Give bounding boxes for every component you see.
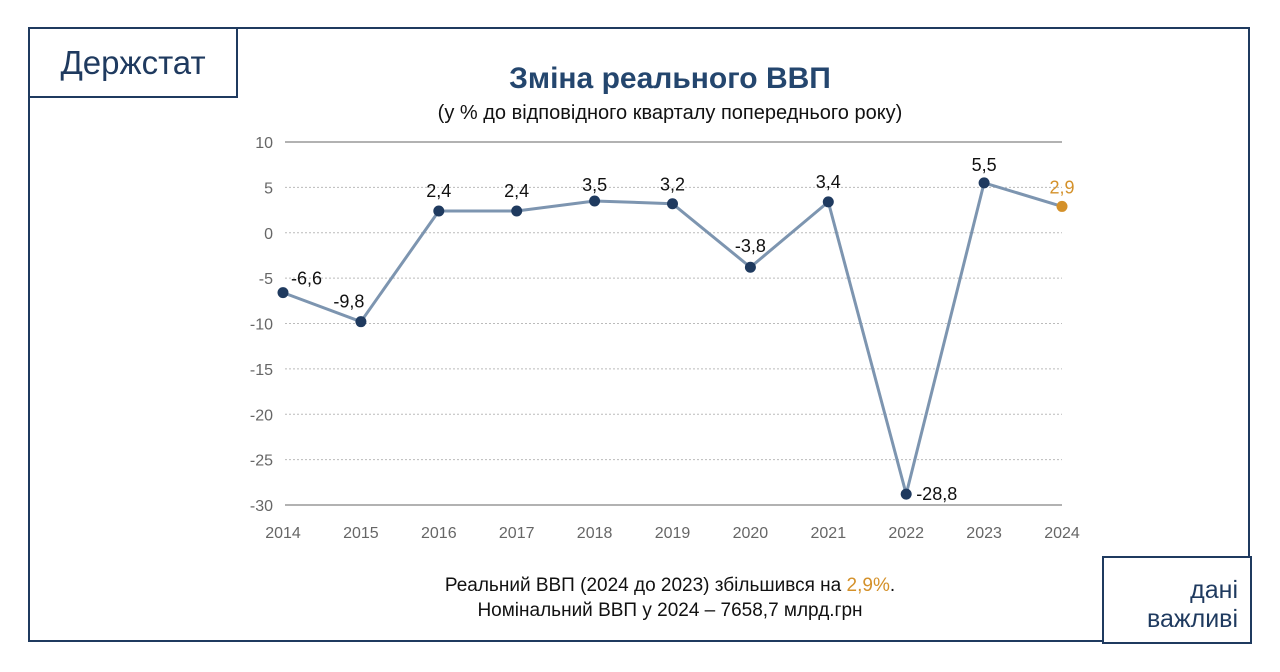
chart-frame [28,27,1250,642]
x-tick-label: 2020 [733,525,769,542]
data-label: 2,4 [504,181,529,201]
data-point [589,195,601,207]
tagline-line-1: дані [1190,576,1238,604]
x-tick-label: 2022 [888,525,924,542]
y-tick-label: -20 [250,407,273,424]
y-tick-label: 10 [255,135,273,152]
data-point [978,177,990,189]
footer-line-2: Номінальний ВВП у 2024 – 7658,7 млрд.грн [477,600,863,621]
logo: Держстат [28,27,238,98]
data-point [822,196,834,208]
data-point [900,488,912,500]
y-tick-label: 0 [264,226,273,243]
x-tick-label: 2024 [1044,525,1080,542]
footer-text: Реальний ВВП (2024 до 2023) збільшився н… [444,575,847,596]
y-tick-label: 5 [264,180,273,197]
footer-text-end: . [889,575,896,596]
x-tick-label: 2021 [811,525,847,542]
data-point [667,198,678,210]
footer-note: Реальний ВВП (2024 до 2023) збільшився н… [0,573,1280,623]
data-point [744,261,756,273]
data-label: -6,6 [291,269,322,289]
tagline-line-2: важливі [1146,605,1238,633]
tagline-badge: дані важливі [1102,556,1252,644]
y-tick-label: -10 [250,317,273,334]
x-tick-label: 2017 [499,525,535,542]
y-tick-label: -15 [250,362,273,379]
x-tick-label: 2014 [265,525,301,542]
x-tick-label: 2015 [343,525,379,542]
footer-line-1: Реальний ВВП (2024 до 2023) збільшився н… [0,573,1280,598]
y-tick-label: -30 [250,498,273,515]
chart-title: Зміна реального ВВП [509,62,831,95]
chart-subtitle: (у % до відповідного кварталу попередньо… [437,102,903,124]
x-tick-label: 2018 [577,525,613,542]
y-tick-label: -25 [250,453,273,470]
data-label: 2,9 [1049,177,1074,197]
data-label: 5,5 [972,155,997,175]
data-point [277,287,289,299]
data-point [1056,200,1068,212]
data-label: -3,8 [735,236,766,256]
data-point [511,205,523,217]
footer-highlight: 2,9% [846,575,890,596]
x-tick-label: 2023 [966,525,1002,542]
data-label: -28,8 [916,484,957,504]
data-point [433,205,445,217]
data-label: 3,5 [582,175,607,195]
data-label: -9,8 [333,292,364,312]
data-label: 2,4 [426,181,451,201]
x-tick-label: 2016 [421,525,457,542]
y-tick-label: -5 [259,271,273,288]
data-label: 3,4 [816,172,841,192]
series-line [282,180,1063,501]
x-tick-label: 2019 [655,525,691,542]
data-label: 3,2 [660,175,685,195]
data-point [355,316,367,328]
